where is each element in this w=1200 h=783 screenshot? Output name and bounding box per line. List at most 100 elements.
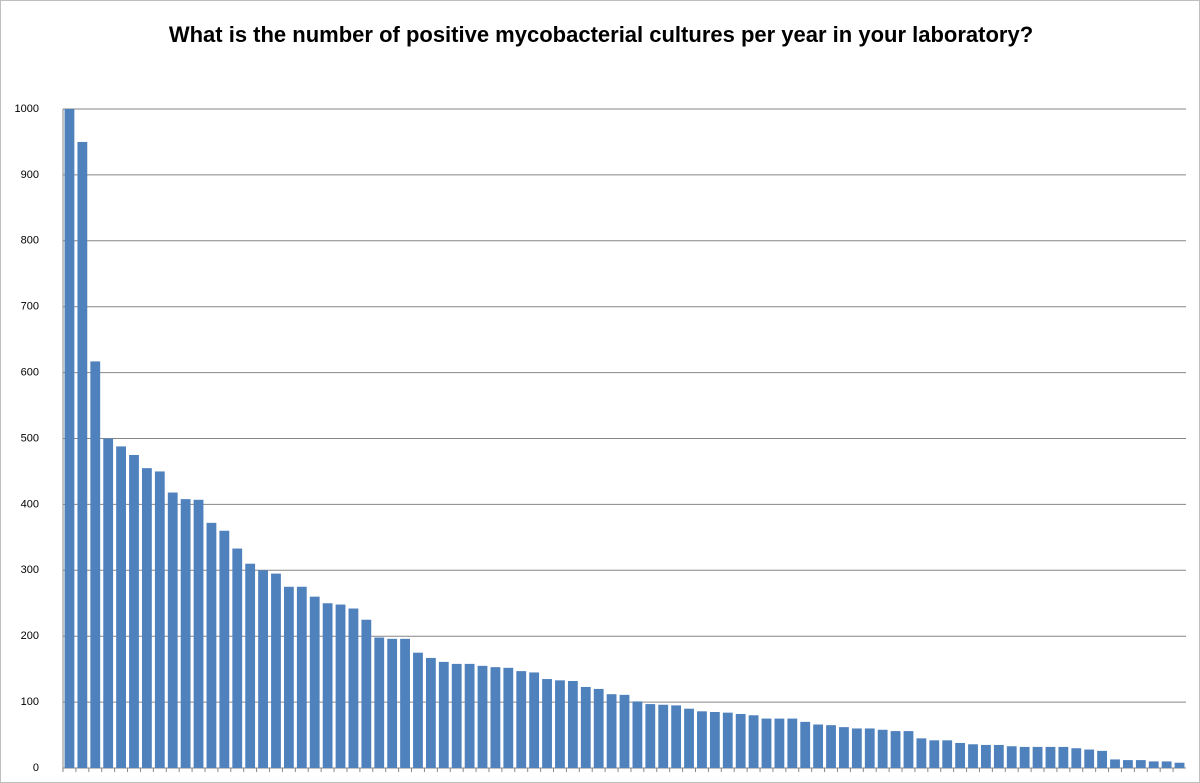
bar bbox=[748, 715, 759, 768]
bar bbox=[555, 680, 565, 768]
bar bbox=[890, 731, 901, 768]
bar bbox=[1110, 759, 1120, 768]
bar bbox=[245, 563, 256, 768]
bar bbox=[413, 652, 423, 768]
bar bbox=[1097, 750, 1108, 768]
bar bbox=[141, 468, 152, 768]
bar bbox=[1006, 746, 1017, 768]
bar bbox=[129, 454, 139, 768]
bar bbox=[735, 713, 746, 768]
bar bbox=[787, 718, 798, 768]
bar bbox=[283, 586, 294, 768]
bar bbox=[955, 742, 966, 768]
bar bbox=[400, 638, 410, 768]
bar bbox=[671, 705, 682, 768]
bar bbox=[709, 711, 720, 768]
bar bbox=[981, 744, 991, 768]
bar bbox=[103, 438, 114, 768]
bar bbox=[567, 681, 578, 768]
y-tick-label: 300 bbox=[21, 564, 39, 576]
bar bbox=[425, 657, 436, 768]
bar bbox=[387, 638, 398, 768]
bar bbox=[580, 686, 591, 768]
y-tick-label: 500 bbox=[21, 432, 39, 444]
bar bbox=[1032, 746, 1043, 768]
bar bbox=[180, 499, 191, 768]
bar bbox=[722, 712, 733, 768]
bar bbox=[1148, 761, 1159, 768]
bar bbox=[877, 729, 888, 768]
bar bbox=[1019, 746, 1030, 768]
bar bbox=[1071, 748, 1082, 768]
bar bbox=[464, 663, 475, 768]
bar bbox=[348, 608, 359, 768]
y-tick-label: 600 bbox=[21, 367, 39, 379]
bar bbox=[1123, 760, 1133, 768]
bar bbox=[632, 701, 643, 768]
bar bbox=[335, 604, 346, 768]
y-tick-label: 100 bbox=[21, 696, 39, 708]
bar bbox=[658, 704, 669, 768]
bar bbox=[258, 570, 268, 768]
bar bbox=[1084, 749, 1095, 768]
y-tick-label: 800 bbox=[21, 235, 39, 247]
bar bbox=[903, 731, 914, 768]
bar bbox=[1058, 746, 1069, 768]
bar bbox=[800, 721, 811, 768]
bar bbox=[116, 446, 126, 768]
bar bbox=[774, 718, 785, 768]
bar bbox=[193, 499, 204, 768]
bar bbox=[90, 361, 101, 768]
y-tick-label: 0 bbox=[33, 762, 39, 774]
bar bbox=[929, 740, 940, 768]
bar bbox=[309, 596, 320, 768]
bar bbox=[232, 548, 243, 768]
bar bbox=[477, 665, 488, 768]
bar bbox=[606, 694, 617, 768]
y-tick-label: 900 bbox=[21, 169, 39, 181]
bar bbox=[916, 738, 927, 768]
bar bbox=[529, 672, 540, 768]
bar bbox=[167, 492, 178, 768]
bar bbox=[322, 603, 333, 768]
bar bbox=[542, 679, 552, 768]
y-tick-label: 400 bbox=[21, 498, 39, 510]
bar bbox=[438, 661, 449, 768]
bar bbox=[490, 667, 501, 768]
bar bbox=[154, 471, 165, 768]
bar bbox=[503, 667, 514, 768]
bar bbox=[1174, 762, 1185, 768]
bar bbox=[271, 573, 281, 768]
chart-title: What is the number of positive mycobacte… bbox=[168, 22, 1034, 47]
bar bbox=[993, 744, 1004, 768]
bar bbox=[813, 724, 824, 768]
bar bbox=[645, 704, 656, 768]
bar bbox=[851, 728, 862, 768]
bar bbox=[593, 688, 604, 768]
bar bbox=[219, 530, 230, 768]
bar bbox=[839, 727, 849, 768]
bar bbox=[826, 725, 836, 768]
bar bbox=[684, 708, 694, 768]
bar bbox=[761, 718, 772, 768]
bar bbox=[77, 141, 88, 768]
bar bbox=[968, 744, 978, 768]
bar bbox=[942, 740, 953, 768]
bar bbox=[1161, 761, 1172, 768]
bar bbox=[516, 671, 527, 768]
bar bbox=[619, 694, 630, 768]
y-tick-label: 200 bbox=[21, 630, 39, 642]
bar bbox=[451, 663, 462, 768]
bar bbox=[1045, 746, 1056, 768]
bar bbox=[1135, 760, 1146, 768]
bar bbox=[361, 619, 372, 768]
bar bbox=[206, 522, 217, 768]
y-tick-label: 700 bbox=[21, 301, 39, 313]
y-tick-label: 1000 bbox=[15, 103, 39, 115]
bar bbox=[697, 711, 707, 768]
bar bbox=[864, 728, 875, 768]
bar bbox=[64, 109, 75, 768]
bar bbox=[296, 586, 307, 768]
